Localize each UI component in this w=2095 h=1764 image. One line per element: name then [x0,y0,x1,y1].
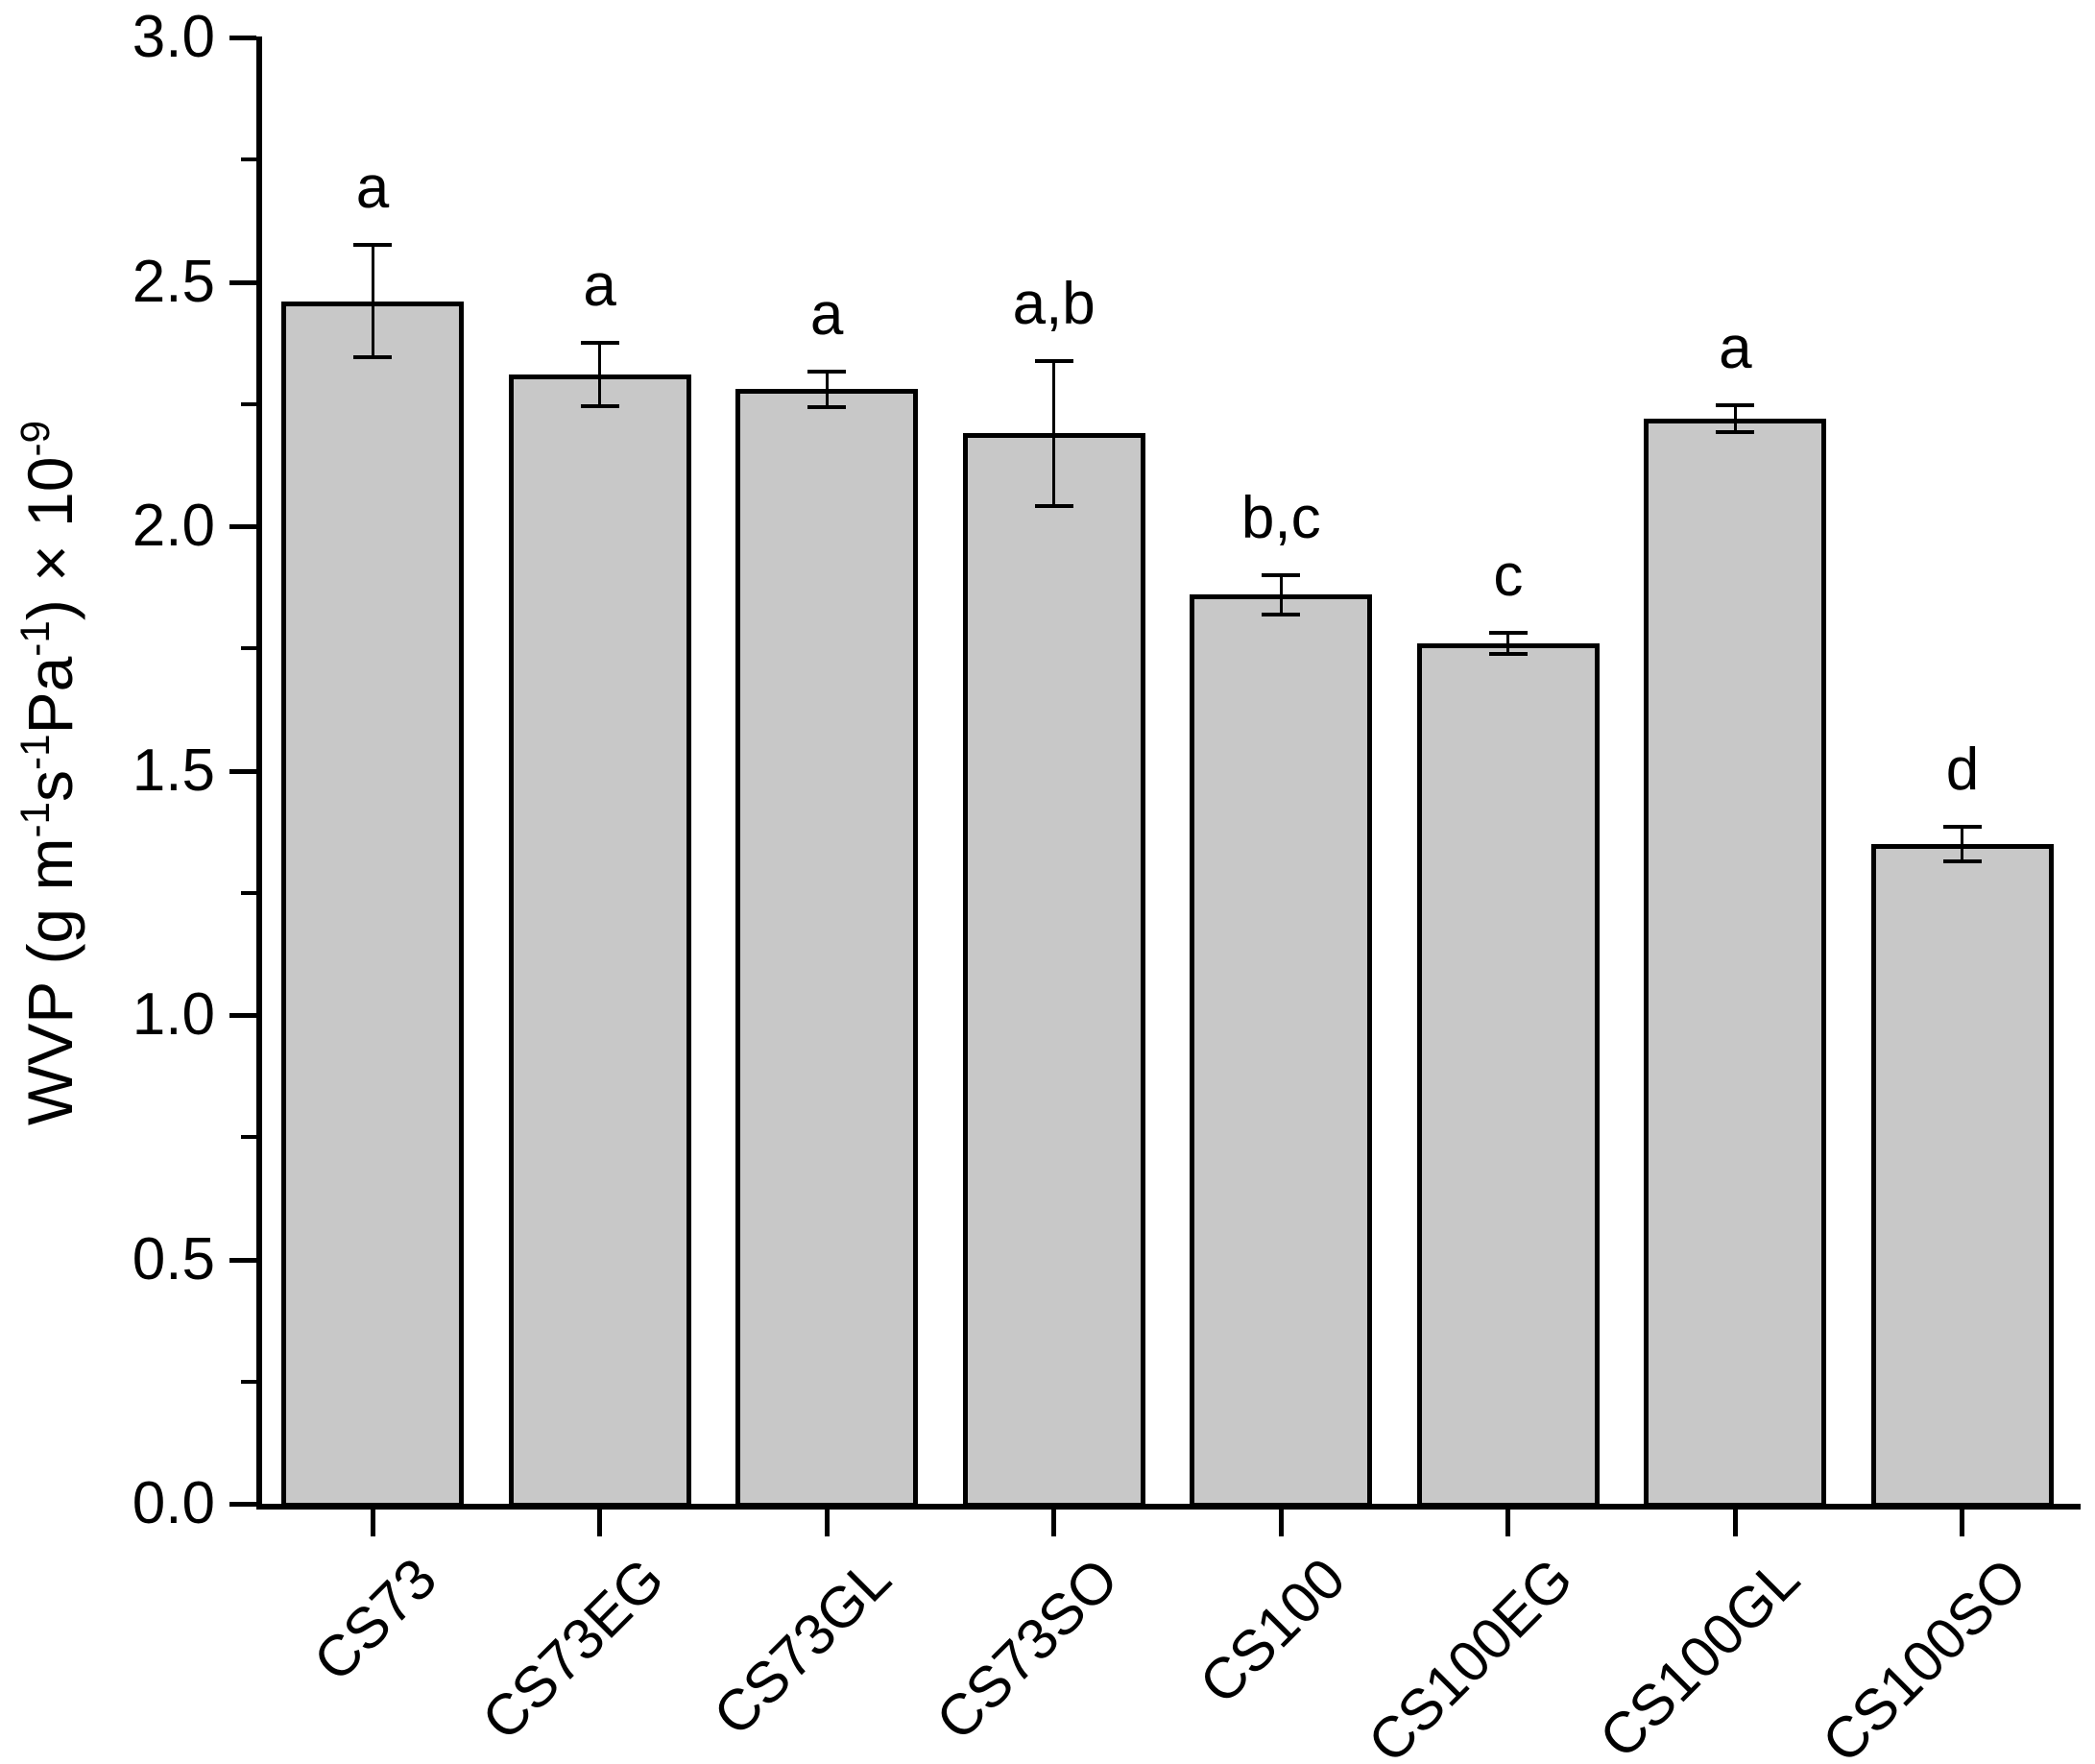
bar [962,433,1145,1508]
error-bar-line [1733,404,1737,433]
bar [1644,419,1827,1508]
error-bar-cap-bottom [580,404,619,409]
x-tick-label: CS73SO [924,1545,1130,1752]
error-bar-cap-bottom [353,355,392,360]
significance-letter: a [1719,314,1752,381]
significance-letter: b,c [1240,484,1321,551]
significance-letter: a,b [1012,270,1096,337]
error-bar-cap-top [1262,572,1301,577]
x-tick [824,1510,830,1536]
error-bar-cap-top [1034,358,1073,363]
y-tick-label: 2.0 [132,493,215,559]
y-minor-tick [241,1135,256,1140]
error-bar-cap-bottom [1488,651,1528,656]
y-tick-label: 1.0 [132,981,215,1048]
y-major-tick [229,524,256,529]
bar [508,375,691,1508]
y-tick-label: 0.0 [132,1470,215,1536]
x-tick [1278,1510,1284,1536]
y-minor-tick [241,890,256,895]
x-tick [1732,1510,1738,1536]
y-major-tick [229,1502,256,1507]
x-tick [1505,1510,1511,1536]
significance-letter: c [1493,543,1524,610]
error-bar-cap-bottom [1716,430,1755,435]
y-axis-title-superscript: -1 [12,620,58,657]
x-tick-label: CS100EG [1355,1545,1585,1764]
x-tick [1960,1510,1965,1536]
error-bar-line [825,372,829,407]
y-minor-tick [241,646,256,651]
error-bar-cap-top [1716,402,1755,407]
y-axis-title-superscript: -1 [12,801,58,838]
x-tick-label: CS100 [1187,1545,1358,1716]
x-tick [370,1510,375,1536]
y-tick-label: 2.5 [132,248,215,315]
error-bar-cap-top [353,243,392,248]
significance-letter: a [809,281,844,349]
bar [1190,594,1373,1508]
x-tick-label: CS100GL [1586,1545,1812,1764]
y-axis-title-superscript: -9 [12,420,58,457]
x-tick [597,1510,603,1536]
y-major-tick [229,36,256,40]
y-major-tick [229,279,256,285]
y-major-tick [229,1013,256,1018]
y-major-tick [229,768,256,774]
x-tick-label: CS73GL [701,1545,903,1748]
y-tick-label: 3.0 [132,4,215,70]
y-minor-tick [241,401,256,406]
x-tick-label: CS73 [301,1545,449,1694]
bar [281,301,464,1508]
y-tick-label: 1.5 [132,737,215,804]
error-bar-cap-bottom [1942,859,1982,864]
bar [735,389,919,1508]
error-bar-line [1961,826,1964,862]
error-bar-cap-bottom [807,404,847,409]
x-tick-label: CS100SO [1809,1545,2039,1764]
y-axis-line [256,36,262,1510]
error-bar-line [598,343,602,407]
bar [1416,643,1600,1508]
x-tick-label: CS73EG [470,1545,676,1752]
error-bar-line [371,245,374,358]
error-bar-line [1279,574,1283,615]
error-bar-cap-bottom [1034,503,1073,508]
significance-letter: a [583,253,616,320]
significance-letter: a [355,155,390,222]
x-axis-line [256,1504,2081,1510]
y-axis-title-text: Pa [14,656,85,735]
significance-letter: d [1945,736,1980,803]
error-bar-cap-bottom [1262,612,1301,616]
error-bar-cap-top [1488,631,1528,636]
y-minor-tick [241,1379,256,1384]
error-bar-line [1052,360,1056,506]
y-minor-tick [241,157,256,162]
y-major-tick [229,1257,256,1263]
bar [1870,843,2054,1508]
error-bar-cap-top [580,341,619,346]
error-bar-cap-top [1942,824,1982,829]
error-bar-cap-top [807,370,847,375]
error-bar-line [1506,633,1510,654]
x-tick [1051,1510,1057,1536]
y-tick-label: 0.5 [132,1225,215,1293]
